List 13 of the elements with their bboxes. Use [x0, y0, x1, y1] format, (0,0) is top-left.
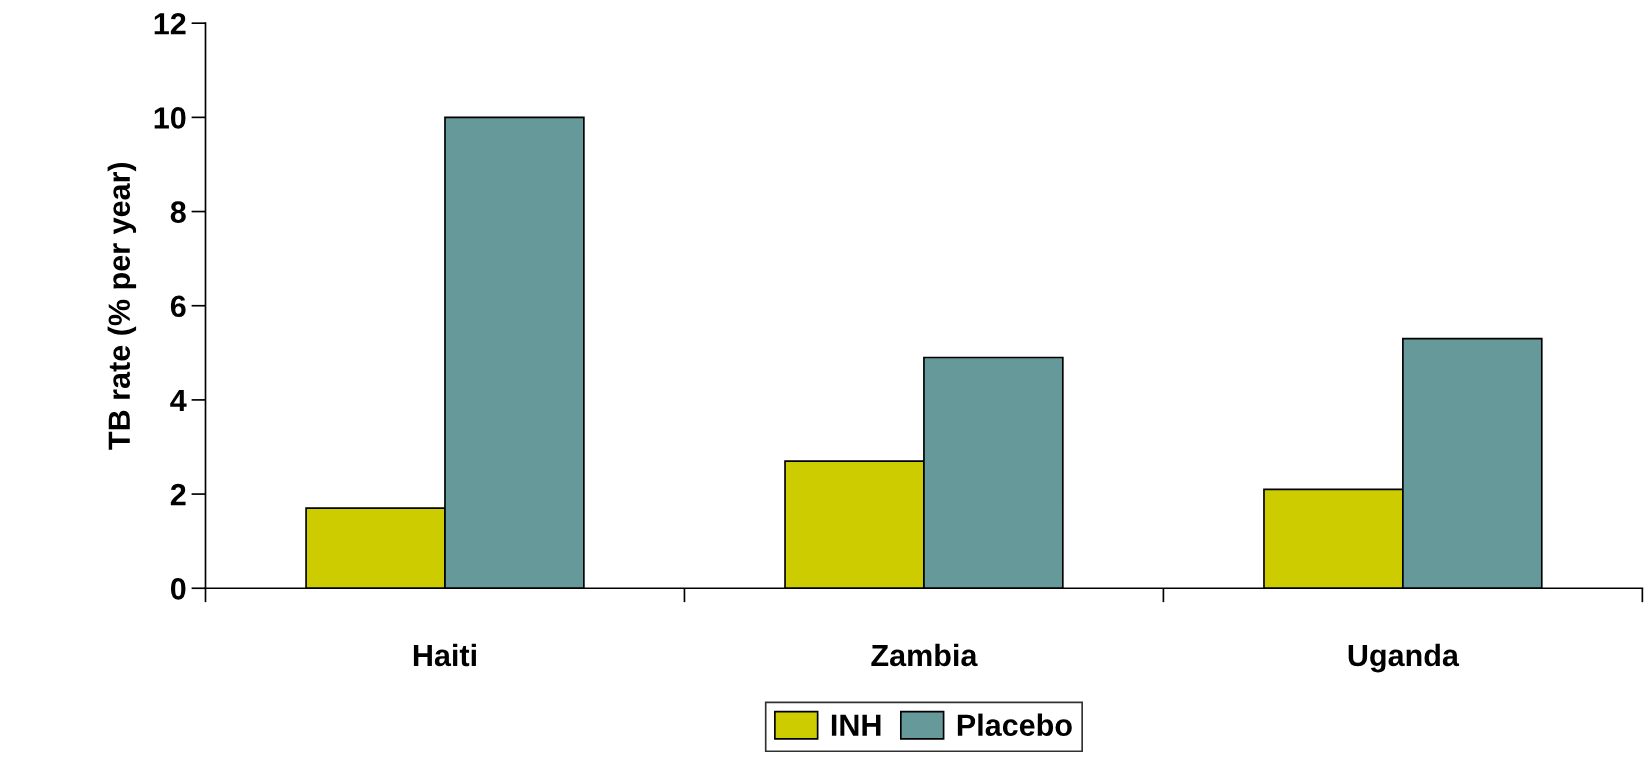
- legend-label: Placebo: [957, 713, 1072, 737]
- y-axis-title: TB rate (% per year): [107, 162, 137, 450]
- y-tick-label: 12: [154, 12, 186, 35]
- y-tick-label: 4: [170, 389, 187, 411]
- x-tick-label: Haiti: [413, 643, 476, 667]
- y-tick-label: 2: [170, 483, 186, 506]
- y-tick-label: 10: [154, 107, 186, 129]
- legend-label: INH: [831, 714, 881, 736]
- x-tick-label: Uganda: [1348, 643, 1460, 673]
- y-tick-label: 6: [170, 295, 186, 318]
- y-tick-label: 0: [170, 577, 186, 600]
- y-tick-label: 8: [170, 201, 186, 223]
- x-tick-label: Zambia: [871, 643, 978, 667]
